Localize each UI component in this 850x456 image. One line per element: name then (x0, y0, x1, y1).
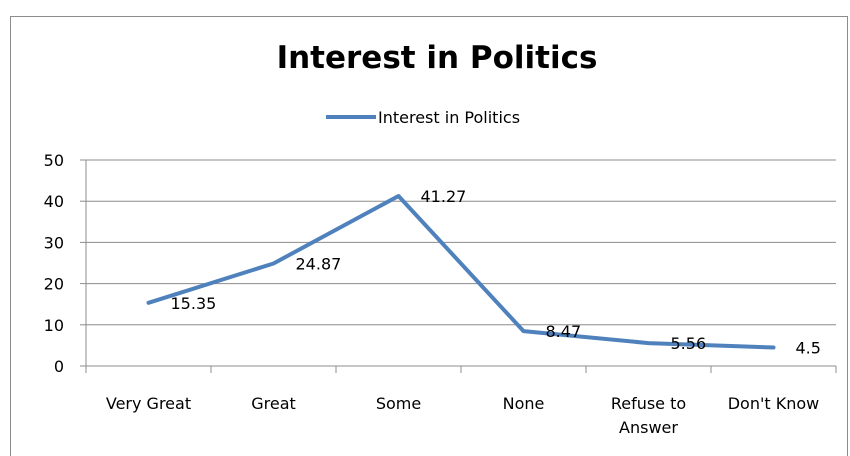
chart-title: Interest in Politics (277, 40, 598, 76)
y-tick-label: 20 (44, 275, 64, 294)
data-label: 5.56 (671, 334, 707, 353)
x-tick-label: Great (251, 394, 296, 413)
y-tick-label: 0 (54, 357, 64, 376)
legend: Interest in Politics (326, 108, 520, 127)
legend-entry-label: Interest in Politics (378, 108, 520, 127)
y-tick-label: 50 (44, 151, 64, 170)
data-label: 15.35 (171, 294, 217, 313)
y-axis: 0 10 20 30 40 50 (44, 151, 86, 376)
y-tick-label: 40 (44, 192, 64, 211)
data-labels: 15.35 24.87 41.27 8.47 5.56 4.5 (171, 187, 821, 357)
data-label: 8.47 (546, 322, 582, 341)
y-tick-label: 10 (44, 316, 64, 335)
data-label: 24.87 (296, 255, 342, 274)
x-tick-label: Some (376, 394, 421, 413)
x-tick-label: Don't Know (728, 394, 820, 413)
data-label: 41.27 (421, 187, 467, 206)
data-label: 4.5 (796, 338, 821, 357)
x-tick-label: Very Great (106, 394, 191, 413)
y-tick-label: 30 (44, 233, 64, 252)
x-tick-label: None (503, 394, 545, 413)
